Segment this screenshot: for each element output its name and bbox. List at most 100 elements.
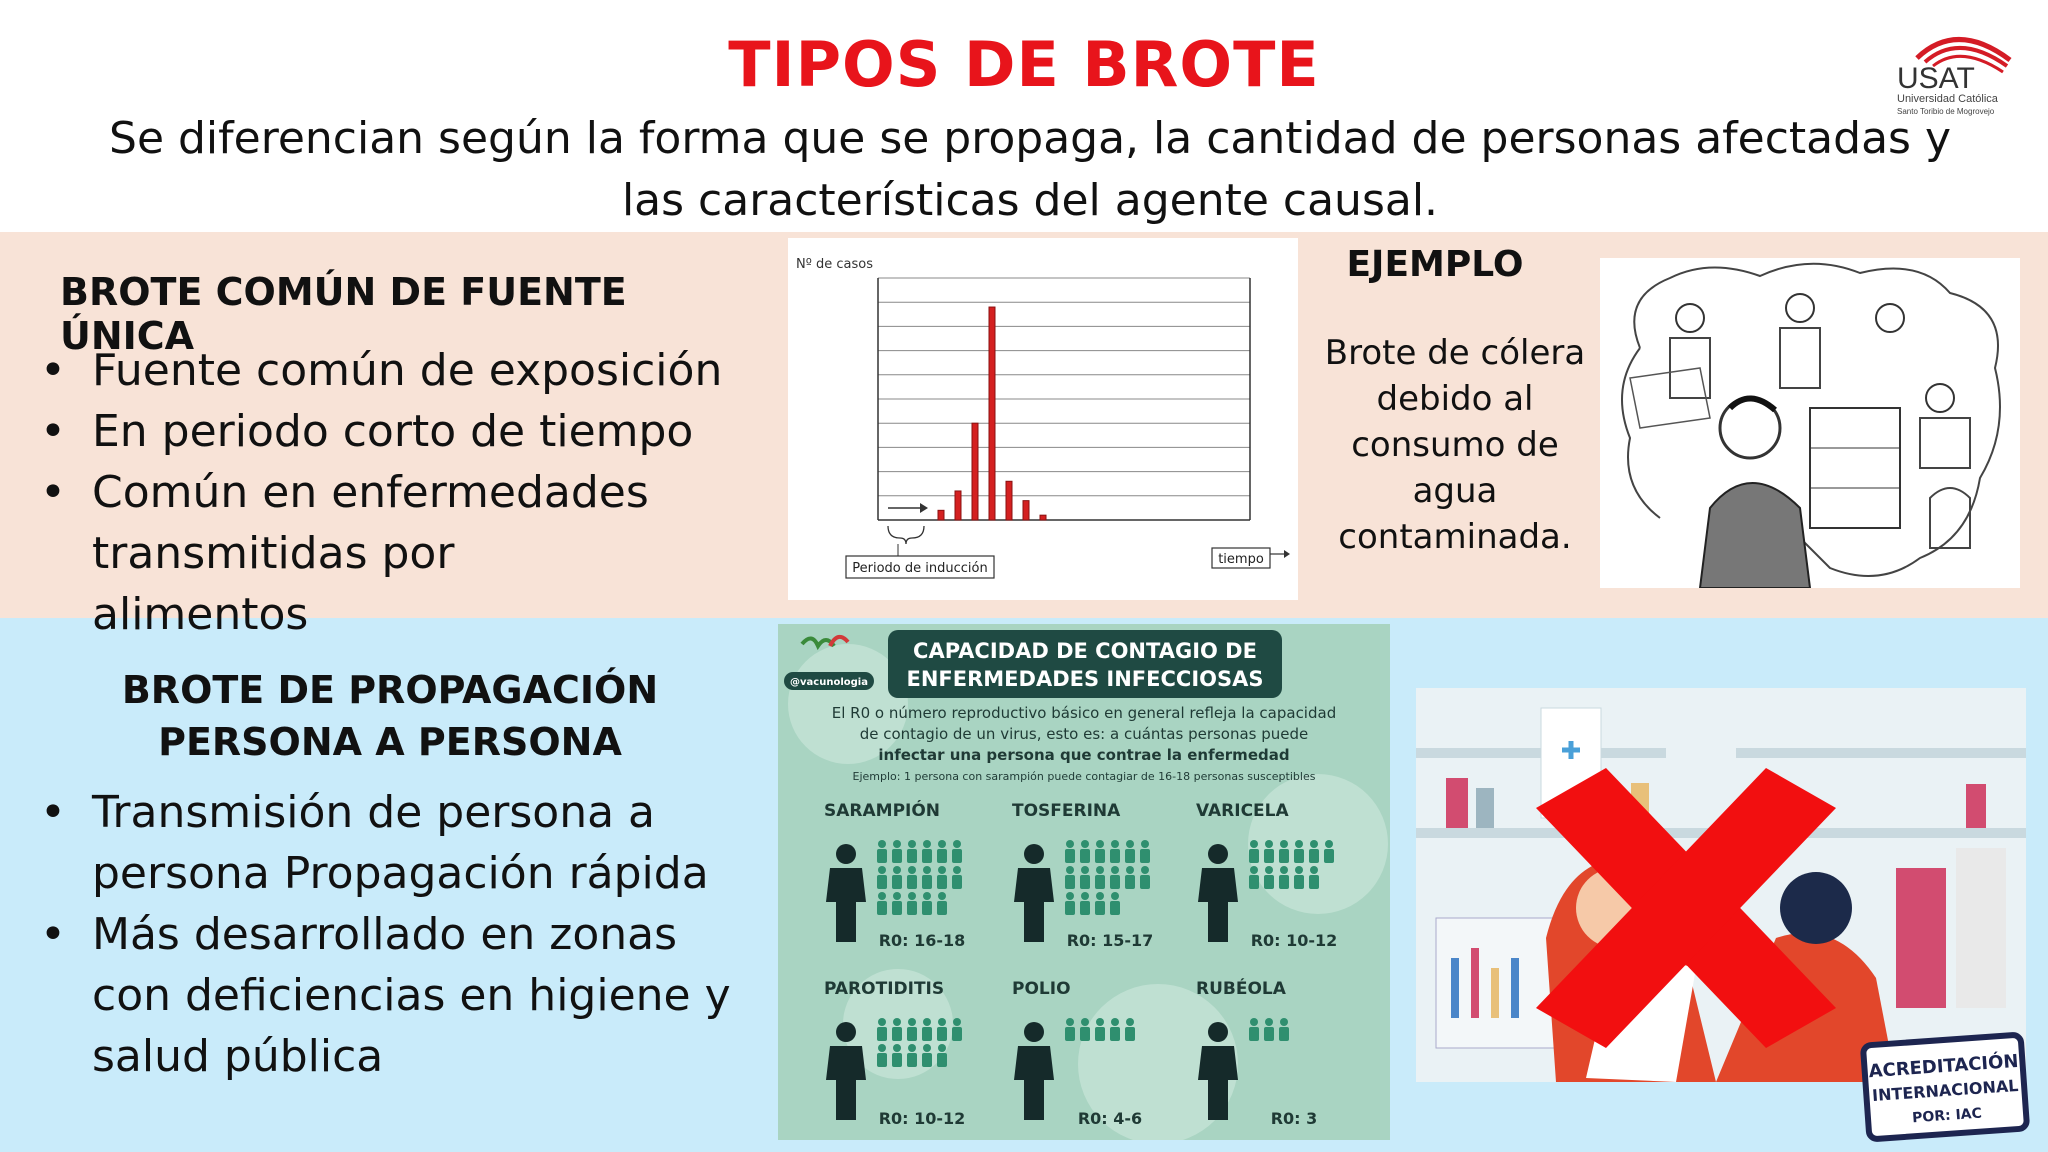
small-person-icon	[1066, 892, 1074, 900]
small-person-icon	[1265, 840, 1273, 848]
small-person-icon	[953, 1018, 961, 1026]
page-title: TIPOS DE BROTE	[728, 28, 1320, 101]
logo-line2: Santo Toribio de Mogrovejo	[1897, 107, 1995, 116]
epidemic-curve-chart: Nº de casos Periodo de inducción tiempo	[788, 238, 1298, 600]
chart-bar	[1005, 480, 1013, 521]
section2-bullet-list: Transmisión de persona a persona Propaga…	[0, 782, 760, 1087]
small-person-icon	[1081, 840, 1089, 848]
small-person-icon	[908, 866, 916, 874]
small-person-icon	[923, 840, 931, 848]
person-icon	[836, 1022, 856, 1042]
small-person-icon	[878, 1018, 886, 1026]
section1-bullet: En periodo corto de tiempo	[0, 401, 760, 462]
small-person-icon	[1126, 1018, 1134, 1026]
accreditation-badge: ACREDITACIÓN INTERNACIONAL POR: IAC	[1860, 1032, 2030, 1142]
cholera-cartoon-image	[1600, 258, 2020, 588]
small-person-icon	[1066, 1018, 1074, 1026]
infographic-intro2: de contagio de un virus, esto es: a cuán…	[860, 725, 1309, 743]
small-person-icon	[1126, 866, 1134, 874]
section2-bullet: Más desarrollado en zonas con deficienci…	[0, 904, 760, 1087]
small-person-icon	[1081, 866, 1089, 874]
disease-r0: R0: 4-6	[1078, 1109, 1142, 1128]
disease-r0: R0: 3	[1271, 1109, 1318, 1128]
section2-heading-line1: BROTE DE PROPAGACIÓN	[121, 668, 659, 712]
small-person-icon	[1295, 866, 1303, 874]
disease-name: SARAMPIÓN	[824, 799, 940, 821]
r0-infographic-svg: @vacunologia CAPACIDAD DE CONTAGIO DE EN…	[784, 630, 1388, 1144]
small-person-icon	[1141, 866, 1149, 874]
vaccination-illustration	[1416, 688, 2026, 1082]
small-person-icon	[938, 892, 946, 900]
section1-bullet: Fuente común de exposición	[0, 340, 760, 401]
disease-r0: R0: 16-18	[879, 931, 966, 950]
chart-bar	[988, 306, 996, 521]
disease-r0: R0: 10-12	[1251, 931, 1338, 950]
person-icon	[836, 844, 856, 864]
disease-card: POLIO R0: 4-6	[1012, 979, 1142, 1128]
person-icon	[1024, 844, 1044, 864]
vaccination-image	[1416, 688, 2026, 1082]
small-person-icon	[893, 892, 901, 900]
disease-card: PAROTIDITIS R0: 10-12	[824, 979, 965, 1128]
small-person-icon	[908, 840, 916, 848]
small-person-icon	[878, 892, 886, 900]
small-person-icon	[1096, 840, 1104, 848]
disease-name: POLIO	[1012, 979, 1071, 999]
small-person-icon	[1081, 892, 1089, 900]
small-person-icon	[1280, 840, 1288, 848]
chart-ylabel: Nº de casos	[796, 257, 873, 272]
disease-name: TOSFERINA	[1012, 801, 1121, 821]
small-person-icon	[1111, 1018, 1119, 1026]
logo-line1: Universidad Católica	[1897, 93, 1999, 105]
small-person-icon	[1111, 892, 1119, 900]
small-person-icon	[923, 866, 931, 874]
disease-name: PAROTIDITIS	[824, 979, 944, 999]
small-person-icon	[1081, 1018, 1089, 1026]
small-person-icon	[1310, 840, 1318, 848]
r0-infographic: @vacunologia CAPACIDAD DE CONTAGIO DE EN…	[778, 624, 1390, 1144]
infographic-intro3: infectar una persona que contrae la enfe…	[878, 746, 1289, 764]
small-person-icon	[1141, 840, 1149, 848]
infographic-example: Ejemplo: 1 persona con sarampión puede c…	[853, 770, 1316, 783]
section2-heading: BROTE DE PROPAGACIÓN PERSONA A PERSONA	[90, 664, 690, 768]
small-person-icon	[893, 840, 901, 848]
chart-bar	[937, 509, 945, 521]
badge-line3: POR: IAC	[1912, 1106, 1983, 1127]
small-person-icon	[1310, 866, 1318, 874]
chart-bar	[1039, 514, 1047, 521]
person-icon	[1208, 844, 1228, 864]
small-person-icon	[1096, 1018, 1104, 1026]
infographic-title-line1: CAPACIDAD DE CONTAGIO DE	[913, 639, 1257, 663]
small-person-icon	[1250, 1018, 1258, 1026]
infographic-intro1: El R0 o número reproductivo básico en ge…	[832, 704, 1336, 722]
small-person-icon	[923, 1018, 931, 1026]
small-person-icon	[1096, 866, 1104, 874]
infographic-title-line2: ENFERMEDADES INFECCIOSAS	[907, 667, 1264, 691]
disease-card: TOSFERINA R0: 15-17	[1012, 801, 1153, 950]
small-person-icon	[1280, 866, 1288, 874]
disease-card: VARICELA R0: 10-12	[1196, 801, 1337, 950]
example-heading: EJEMPLO	[1346, 244, 1524, 285]
page-subtitle: Se diferencian según la forma que se pro…	[109, 113, 1951, 226]
section2-bullet: Transmisión de persona a persona Propaga…	[0, 782, 760, 904]
small-person-icon	[1096, 892, 1104, 900]
small-person-icon	[908, 1018, 916, 1026]
small-person-icon	[938, 866, 946, 874]
disease-r0: R0: 15-17	[1067, 931, 1154, 950]
example-text: Brote de cólera debido al consumo de agu…	[1324, 333, 1586, 557]
small-person-icon	[878, 866, 886, 874]
small-person-icon	[893, 1044, 901, 1052]
section1-bullet: Común en enfermedades transmitidas por a…	[0, 462, 760, 645]
person-icon	[1024, 1022, 1044, 1042]
chart-bar	[1022, 500, 1030, 521]
infographic-org: @vacunologia	[790, 677, 868, 688]
person-icon	[1208, 1022, 1228, 1042]
small-person-icon	[908, 892, 916, 900]
chart-bar	[954, 490, 962, 521]
small-person-icon	[878, 1044, 886, 1052]
small-person-icon	[1280, 1018, 1288, 1026]
epidemic-curve-svg: Nº de casos Periodo de inducción tiempo	[796, 257, 1290, 579]
usat-logo: USAT Universidad Católica Santo Toribio …	[1897, 37, 2012, 116]
small-person-icon	[1126, 840, 1134, 848]
small-person-icon	[893, 1018, 901, 1026]
